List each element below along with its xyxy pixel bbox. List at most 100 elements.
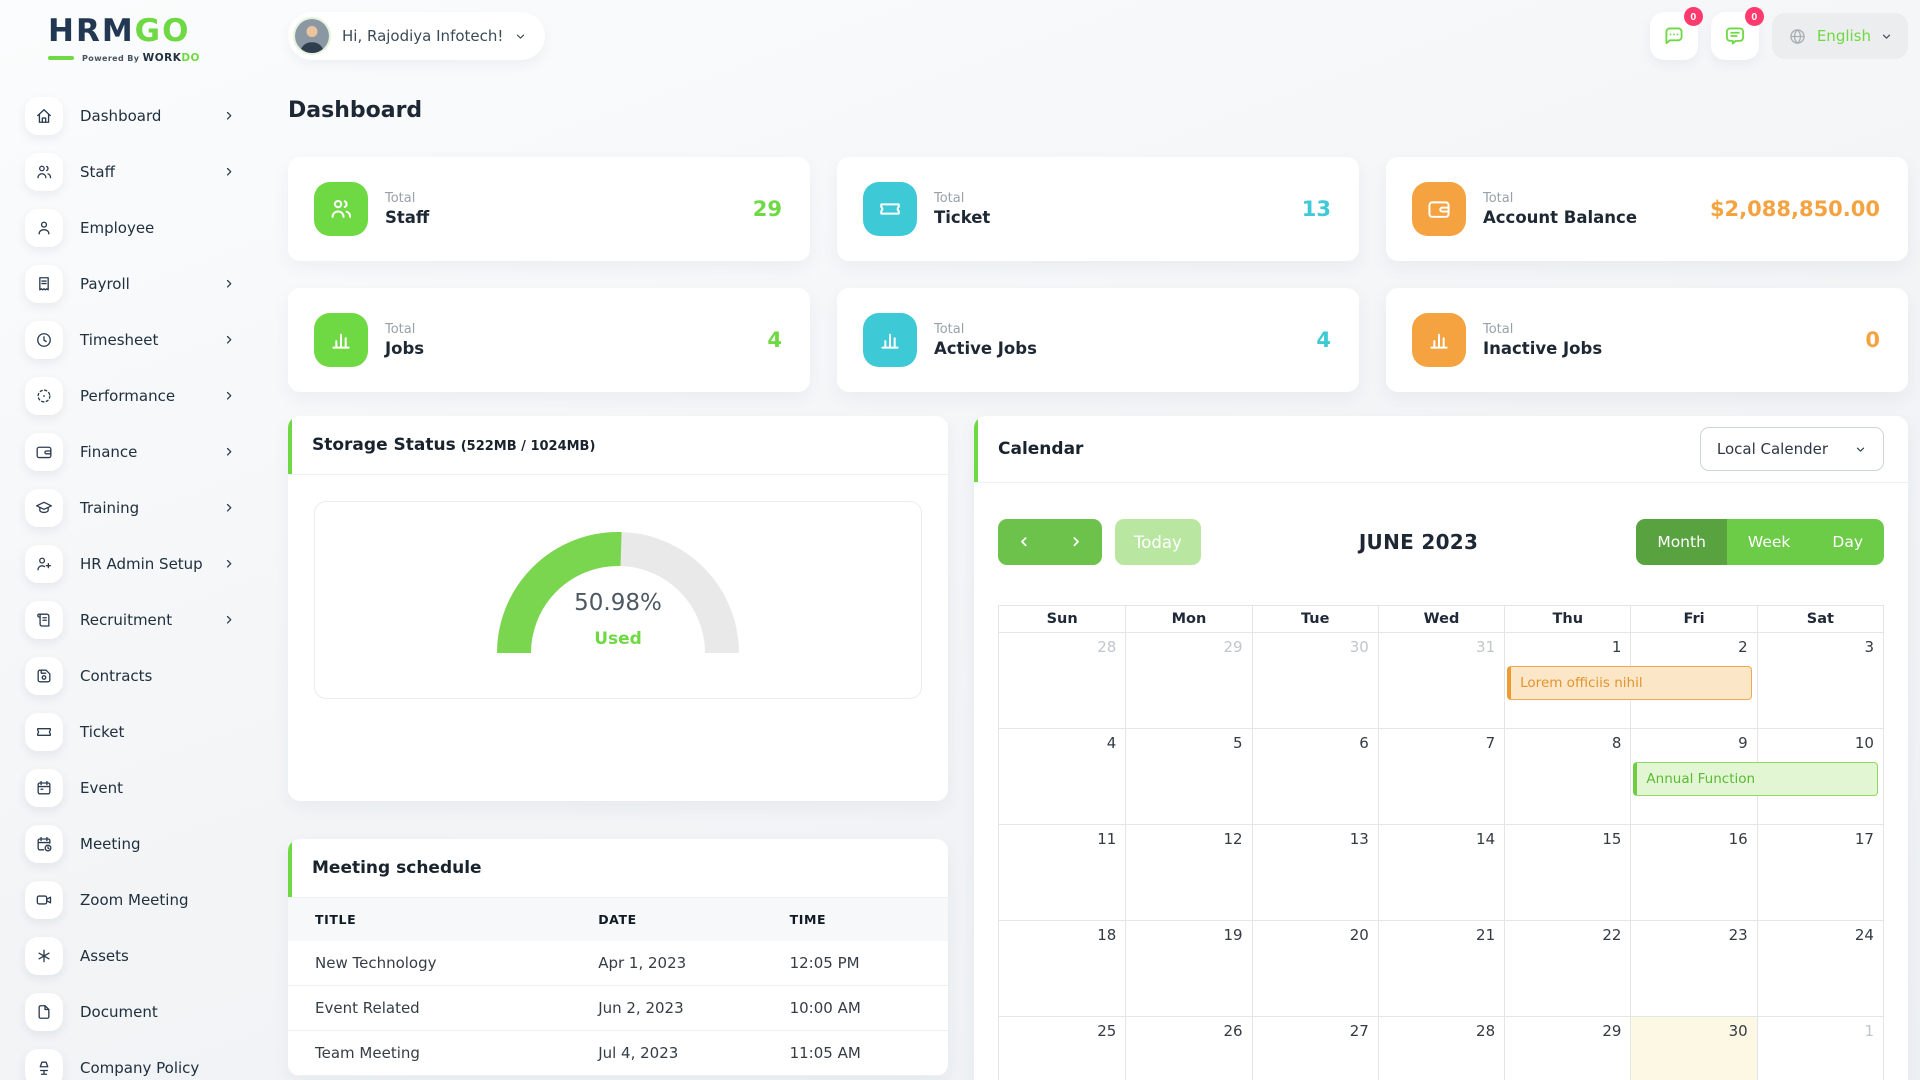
calendar-icon — [25, 769, 63, 807]
chevron-right-icon — [1068, 534, 1084, 550]
calendar-day-27[interactable]: 27 — [1251, 1017, 1378, 1080]
calendar-day-25[interactable]: 25 — [1097, 1022, 1117, 1040]
calendar-day-29[interactable]: 29 — [1504, 1017, 1630, 1080]
meeting-row: Team Meeting Jul 4, 2023 11:05 AM — [288, 1030, 948, 1076]
sidebar-item-company-policy[interactable]: Company Policy — [25, 1046, 262, 1080]
calendar-day-4[interactable]: 4 — [1106, 734, 1117, 752]
logo-wordmark: HRMGO — [48, 13, 191, 49]
user-menu[interactable]: Hi, Rajodiya Infotech! — [288, 12, 546, 60]
calendar-day-17[interactable]: 17 — [1756, 825, 1883, 920]
calendar-day-30[interactable]: 30 — [1251, 633, 1378, 728]
calendar-prev-button[interactable] — [998, 519, 1050, 565]
storage-status-card: Storage Status (522MB / 1024MB) 50.98% Us… — [288, 416, 948, 801]
main-area: Hi, Rajodiya Infotech! 0 0 English — [262, 0, 1920, 1080]
calendar-day-7[interactable]: 7 — [1377, 729, 1504, 824]
user-plus-icon — [25, 545, 63, 583]
language-label: English — [1816, 27, 1871, 45]
calendar-clock-icon — [25, 825, 63, 863]
sidebar-item-event[interactable]: Event — [25, 766, 262, 810]
sidebar-item-timesheet[interactable]: Timesheet — [25, 318, 262, 362]
sidebar-item-recruitment[interactable]: Recruitment — [25, 598, 262, 642]
ticket-icon — [863, 182, 917, 236]
calendar-day-21[interactable]: 21 — [1377, 921, 1504, 1016]
sidebar-item-meeting[interactable]: Meeting — [25, 822, 262, 866]
graduation-cap-icon — [25, 489, 63, 527]
receipt-icon — [25, 265, 63, 303]
stat-card-account-balance: Total Account Balance $2,088,850.00 — [1386, 157, 1908, 261]
calendar-day-11[interactable]: 11 — [1097, 830, 1117, 848]
chevron-right-icon — [222, 165, 236, 179]
app-logo[interactable]: HRMGO Powered By WORKDO — [0, 16, 200, 64]
calendar-day-13[interactable]: 13 — [1251, 825, 1378, 920]
calendar-day-28[interactable]: 28 — [1097, 638, 1117, 656]
sidebar-item-payroll[interactable]: Payroll — [25, 262, 262, 306]
calendar-day-23[interactable]: 23 — [1630, 921, 1756, 1016]
calendar-day-12[interactable]: 12 — [1125, 825, 1251, 920]
calendar-view-week-button[interactable]: Week — [1726, 519, 1812, 565]
calendar-week-4: 18 19 20 21 22 23 24 — [999, 921, 1883, 1017]
meeting-row: Event Related Jun 2, 2023 10:00 AM — [288, 985, 948, 1031]
calendar-day-28[interactable]: 28 — [1377, 1017, 1504, 1080]
chevron-right-icon — [222, 277, 236, 291]
calendar-event[interactable]: Lorem officiis nihil — [1507, 666, 1752, 700]
calendar-day-29[interactable]: 29 — [1125, 633, 1251, 728]
sidebar-item-dashboard[interactable]: Dashboard — [25, 94, 262, 138]
weekday-thu: Thu — [1504, 606, 1630, 632]
notifications-button[interactable]: 0 — [1710, 7, 1764, 60]
language-selector[interactable]: English — [1771, 13, 1908, 59]
calendar-week-5: 25 26 27 28 29 30 1 — [999, 1017, 1883, 1080]
sidebar-item-zoom-meeting[interactable]: Zoom Meeting — [25, 878, 262, 922]
weekday-sat: Sat — [1756, 606, 1883, 632]
chevron-down-icon — [1880, 30, 1893, 43]
sidebar-item-assets[interactable]: Assets — [25, 934, 262, 978]
stat-card-ticket: Total Ticket 13 — [837, 157, 1359, 261]
calendar-day-18[interactable]: 18 — [1097, 926, 1117, 944]
calendar-day-22[interactable]: 22 — [1504, 921, 1630, 1016]
calendar-day-26[interactable]: 26 — [1125, 1017, 1251, 1080]
ticket-icon — [25, 713, 63, 751]
storage-percent: 50.98% — [574, 590, 662, 616]
chevron-right-icon — [222, 109, 236, 123]
calendar-day-1[interactable]: 1 — [1504, 633, 1630, 728]
calendar-today-button[interactable]: Today — [1115, 519, 1201, 565]
message-dots-icon — [1661, 23, 1687, 49]
calendar-day-6[interactable]: 6 — [1251, 729, 1378, 824]
storage-used-label: Used — [594, 629, 642, 649]
sidebar-item-finance[interactable]: Finance — [25, 430, 262, 474]
page-title: Dashboard — [288, 98, 423, 123]
calendar-type-select[interactable]: Local Calender — [1699, 427, 1884, 471]
calendar-day-31[interactable]: 31 — [1377, 633, 1504, 728]
calendar-day-1[interactable]: 1 — [1756, 1017, 1883, 1080]
calendar-view-day-button[interactable]: Day — [1811, 519, 1884, 565]
messages-button[interactable]: 0 — [1649, 7, 1703, 60]
calendar-day-24[interactable]: 24 — [1756, 921, 1883, 1016]
calendar-day-15[interactable]: 15 — [1504, 825, 1630, 920]
calendar-day-16[interactable]: 16 — [1630, 825, 1756, 920]
calendar-next-button[interactable] — [1050, 519, 1102, 565]
calendar-day-14[interactable]: 14 — [1377, 825, 1504, 920]
storage-title: Storage Status — [312, 435, 456, 455]
globe-icon — [1787, 26, 1808, 47]
calendar-event[interactable]: Annual Function — [1633, 762, 1878, 796]
sidebar-item-staff[interactable]: Staff — [25, 150, 262, 194]
calendar-day-3[interactable]: 3 — [1756, 633, 1883, 728]
sidebar-item-ticket[interactable]: Ticket — [25, 710, 262, 754]
sidebar-item-performance[interactable]: Performance — [25, 374, 262, 418]
calendar-day-19[interactable]: 19 — [1125, 921, 1251, 1016]
calendar-day-today-30[interactable]: 30 — [1630, 1017, 1757, 1080]
sidebar-item-document[interactable]: Document — [25, 990, 262, 1034]
user-icon — [25, 209, 63, 247]
calendar-day-20[interactable]: 20 — [1251, 921, 1378, 1016]
sidebar-item-training[interactable]: Training — [25, 486, 262, 530]
sidebar-item-hr-admin-setup[interactable]: HR Admin Setup — [25, 542, 262, 586]
file-icon — [25, 993, 63, 1031]
topbar: Hi, Rajodiya Infotech! 0 0 English — [288, 0, 1908, 72]
sidebar-item-contracts[interactable]: Contracts — [25, 654, 262, 698]
calendar-day-9[interactable]: 9 — [1630, 729, 1756, 824]
calendar-view-month-button[interactable]: Month — [1636, 519, 1727, 565]
calendar-day-5[interactable]: 5 — [1125, 729, 1251, 824]
calendar-day-8[interactable]: 8 — [1504, 729, 1630, 824]
sidebar-item-employee[interactable]: Employee — [25, 206, 262, 250]
calendar-card: Calendar Local Calender Today — [974, 416, 1908, 1080]
